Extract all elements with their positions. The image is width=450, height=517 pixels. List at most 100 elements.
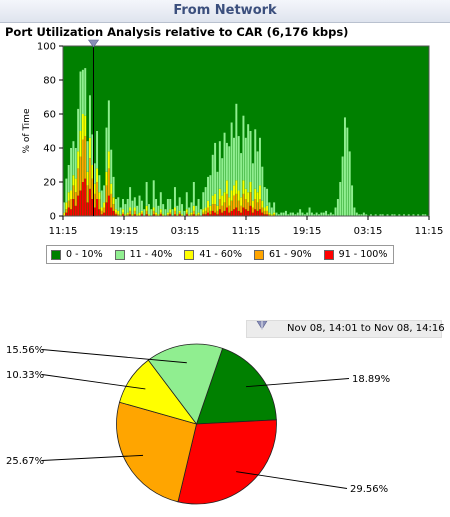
bar-segment — [233, 195, 235, 210]
bar-segment — [98, 192, 101, 199]
bar-segment — [261, 200, 264, 208]
bar-segment — [86, 171, 89, 186]
bar-segment — [228, 212, 231, 216]
bar-segment — [140, 214, 143, 216]
x-tick-label: 19:15 — [293, 226, 322, 237]
bar-segment — [223, 132, 226, 193]
bar-segment — [310, 212, 313, 216]
bar-segment — [152, 210, 155, 215]
bar-segment — [110, 207, 113, 216]
legend-item-0-10: 0 - 10% — [51, 249, 103, 260]
pie-slice — [195, 347, 277, 425]
bar-segment — [181, 204, 184, 215]
bar-segment — [221, 205, 224, 213]
bar-segment — [197, 212, 200, 215]
bar-segment — [247, 210, 250, 216]
bar-segment — [308, 207, 311, 216]
y-tick-label: 60 — [43, 110, 56, 121]
bar-segment — [303, 214, 306, 216]
x-tick-label: 19:15 — [110, 226, 139, 237]
bar-segment — [292, 212, 295, 216]
bar-segment — [273, 202, 276, 213]
marker-icon — [256, 321, 268, 330]
pie-leader-line — [41, 454, 144, 461]
bar-segment — [122, 209, 124, 213]
bar-segment — [289, 212, 292, 216]
bar-segment — [346, 127, 349, 216]
legend-label: 0 - 10% — [66, 249, 103, 260]
legend-label: 61 - 90% — [268, 249, 312, 260]
bar-segment — [221, 195, 224, 206]
bar-segment — [299, 209, 302, 216]
bar-segment — [70, 209, 73, 216]
bar-segment — [320, 212, 323, 216]
bar-segment — [171, 209, 174, 216]
y-tick-label: 100 — [37, 42, 56, 53]
bar-segment — [204, 214, 207, 216]
bar-segment — [214, 142, 217, 194]
bar-segment — [96, 168, 99, 182]
bar-segment — [169, 212, 172, 215]
bar-segment — [114, 199, 117, 210]
bar-segment — [247, 192, 250, 203]
bar-segment — [72, 185, 75, 199]
bar-segment — [169, 199, 172, 210]
bar-segment — [190, 214, 193, 216]
bar-segment — [266, 205, 269, 211]
bar-segment — [67, 192, 70, 201]
y-tick-label: 20 — [43, 178, 56, 189]
bar-segment — [199, 209, 202, 216]
bar-segment — [188, 207, 191, 215]
bar-segment — [204, 207, 207, 211]
bar-segment — [100, 190, 103, 208]
chart-legend: 0 - 10% 11 - 40% 41 - 60% 61 - 90% 91 - … — [46, 245, 395, 264]
bar-segment — [166, 212, 169, 215]
legend-item-41-60: 41 - 60% — [184, 249, 242, 260]
bar-segment — [211, 154, 214, 196]
bar-segment — [192, 205, 195, 211]
bar-segment — [249, 131, 252, 182]
bar-segment — [119, 214, 122, 216]
bar-segment — [240, 205, 243, 213]
bar-segment — [72, 141, 75, 176]
bar-segment — [185, 214, 188, 216]
bar-segment — [270, 207, 273, 215]
bar-segment — [105, 171, 108, 186]
bar-segment — [119, 207, 122, 215]
bar-segment — [98, 175, 101, 193]
bar-segment — [277, 214, 280, 216]
bar-segment — [230, 210, 233, 216]
bar-segment — [185, 192, 188, 210]
bar-segment — [122, 199, 124, 210]
y-tick-label: 80 — [43, 76, 56, 87]
bar-segment — [393, 214, 396, 216]
bar-segment — [93, 207, 96, 216]
bar-segment — [256, 151, 259, 193]
bar-segment — [336, 199, 339, 216]
bar-segment — [207, 212, 209, 216]
bar-segment — [88, 95, 91, 138]
bar-segment — [240, 212, 243, 216]
bar-segment — [230, 190, 233, 201]
bar-segment — [91, 134, 94, 165]
bar-segment — [268, 202, 271, 213]
bar-segment — [105, 127, 108, 172]
bar-segment — [107, 195, 110, 216]
bar-segment — [79, 190, 82, 216]
bar-segment — [136, 205, 139, 215]
bar-segment — [266, 210, 269, 215]
bar-segment — [266, 214, 269, 216]
bar-segment — [195, 205, 198, 215]
bar-segment — [202, 192, 205, 210]
bar-segment — [284, 210, 287, 216]
bar-segment — [237, 190, 240, 201]
bar-segment — [195, 214, 198, 216]
bar-segment — [282, 212, 285, 216]
bar-segment — [112, 210, 115, 216]
bar-segment — [327, 214, 330, 216]
bar-segment — [162, 204, 165, 215]
bar-segment — [228, 197, 231, 206]
bar-segment — [263, 207, 266, 211]
bar-segment — [110, 183, 113, 194]
bar-segment — [386, 214, 389, 216]
